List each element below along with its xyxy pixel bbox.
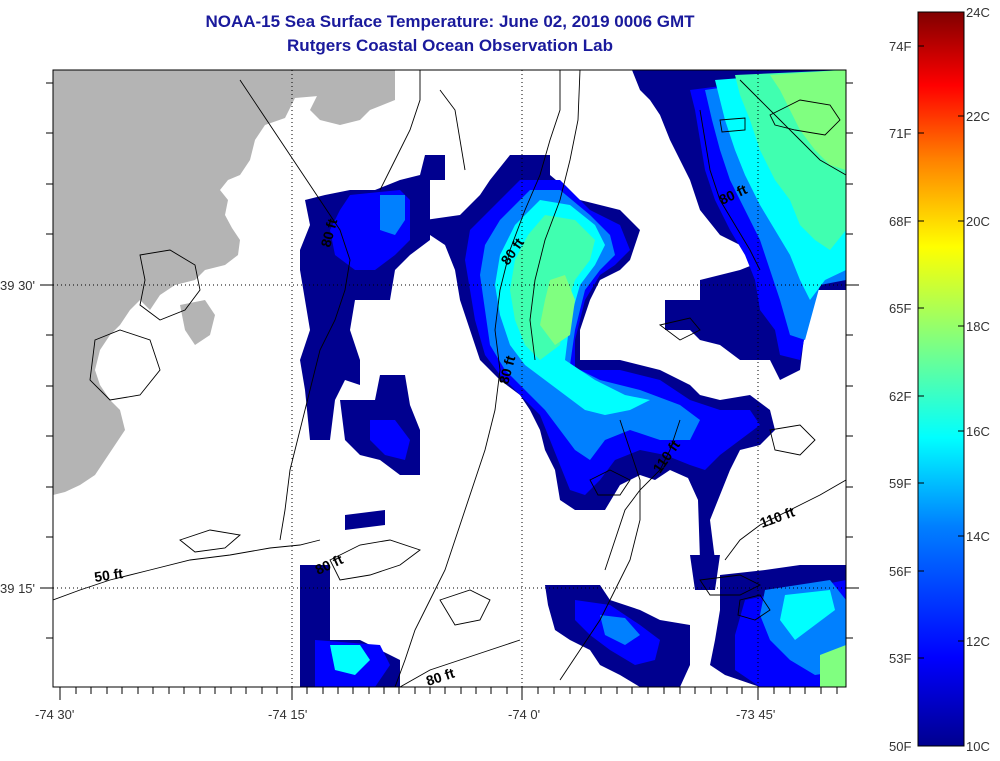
contour-label: 80 ft (424, 665, 457, 689)
contour-label: 80 ft (317, 217, 340, 249)
colorbar-c-label: 24C (966, 5, 990, 20)
colorbar: 24C 22C 20C 18C 16C 14C 12C 10C 74F 71F … (889, 5, 990, 754)
contour-label: 50 ft (93, 565, 124, 585)
axis-ticks (40, 82, 859, 700)
colorbar-f-label: 71F (889, 126, 911, 141)
land-island (180, 300, 215, 345)
colorbar-f-label: 59F (889, 476, 911, 491)
lon-label: -74 15' (268, 707, 307, 722)
colorbar-f-label: 53F (889, 651, 911, 666)
map-subtitle: Rutgers Coastal Ocean Observation Lab (287, 36, 613, 55)
colorbar-c-label: 16C (966, 424, 990, 439)
colorbar-ticks (918, 45, 964, 659)
contour-label: 80 ft (495, 354, 518, 386)
colorbar-f-label: 74F (889, 39, 911, 54)
colorbar-f-label: 62F (889, 389, 911, 404)
colorbar-f-label: 56F (889, 564, 911, 579)
map-panel[interactable]: 50 ft 80 ft 80 ft 80 ft 80 ft 110 ft 110… (53, 70, 846, 689)
colorbar-c-label: 22C (966, 109, 990, 124)
land-mass (53, 70, 330, 495)
lat-label: 39 30' (0, 278, 35, 293)
colorbar-f-label: 50F (889, 739, 911, 754)
map-title: NOAA-15 Sea Surface Temperature: June 02… (205, 12, 695, 31)
colorbar-c-label: 14C (966, 529, 990, 544)
map-frame (52, 69, 847, 688)
lon-label: -74 0' (508, 707, 540, 722)
lon-label: -73 45' (736, 707, 775, 722)
colorbar-c-label: 12C (966, 634, 990, 649)
land-peninsula (310, 70, 395, 125)
colorbar-c-label: 20C (966, 214, 990, 229)
colorbar-f-label: 65F (889, 301, 911, 316)
lat-label: 39 15' (0, 581, 35, 596)
lon-label: -74 30' (35, 707, 74, 722)
colorbar-f-label: 68F (889, 214, 911, 229)
bathymetry-contours (53, 70, 846, 687)
colorbar-c-label: 18C (966, 319, 990, 334)
lat-lon-grid (53, 70, 846, 687)
sst-cells (300, 70, 846, 687)
colorbar-gradient (917, 11, 965, 747)
colorbar-c-label: 10C (966, 739, 990, 754)
